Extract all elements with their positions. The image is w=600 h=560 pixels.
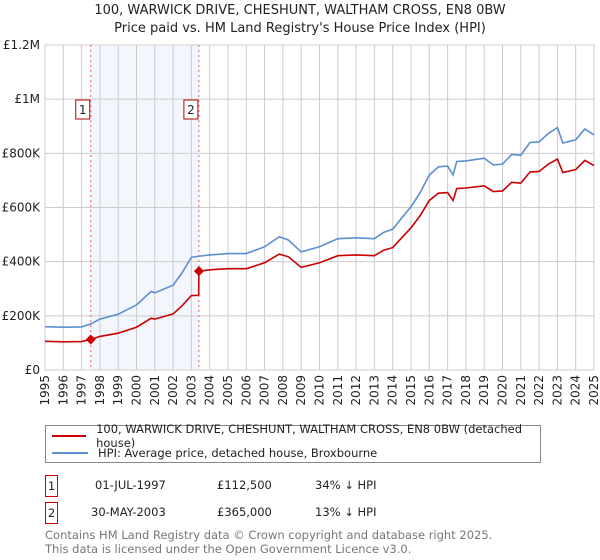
x-tick-label: 2006 [239,375,253,406]
sale-label-box [183,99,199,120]
x-tick-label: 2019 [477,375,491,406]
y-tick-label: £0 [25,363,40,377]
sale-label: 2 [187,103,195,117]
price-chart: 1995 1996 1997 1998 1999 2000 2001 2002 2003 2004… [2,38,600,406]
y-tick-label: £600K [2,201,42,215]
transaction-number: 2 [45,502,58,524]
legend-item-property: 100, WARWICK DRIVE, CHESHUNT, WALTHAM CR… [52,422,540,450]
x-tick-label: 2011 [331,375,345,406]
x-tick-label: 2025 [587,375,600,406]
x-tick-label: 2002 [166,375,180,406]
transaction-hpi-diff: 13% ↓ HPI [315,505,377,519]
x-tick-label: 1997 [75,375,89,406]
x-tick-label: 1999 [111,375,125,406]
sale-point [85,334,96,345]
x-tick-label: 2003 [184,375,198,406]
x-tick-label: 2018 [459,375,473,406]
transaction-hpi-diff: 34% ↓ HPI [315,478,377,492]
y-tick-label: £400K [2,255,42,269]
x-tick-label: 2016 [422,375,436,406]
transaction-date: 01-JUL-1997 [95,478,166,492]
sale-label-box [75,99,91,120]
legend-item-hpi: HPI: Average price, detached house, Brox… [52,445,377,461]
footer: Contains HM Land Registry data © Crown c… [45,528,492,556]
legend-label: HPI: Average price, detached house, Brox… [98,446,378,460]
x-tick-label: 2020 [496,375,510,406]
x-tick-label: 2013 [367,375,381,406]
x-tick-label: 1996 [56,375,70,406]
transaction-date: 30-MAY-2003 [91,505,166,519]
footer-line: Contains HM Land Registry data © Crown c… [45,528,493,542]
property-price-line [44,157,595,343]
x-tick-label: 1995 [38,375,52,406]
x-tick-label: 2023 [550,375,564,406]
x-tick-label: 2005 [221,375,235,406]
transaction-price: £112,500 [217,478,272,492]
x-tick-label: 2024 [569,375,583,406]
x-tick-label: 2000 [130,375,144,406]
chart-subtitle: Price paid vs. HM Land Registry's House … [114,21,486,36]
hpi-line [44,126,595,329]
x-tick-label: 2014 [386,375,400,406]
x-tick-label: 2022 [532,375,546,406]
x-tick-label: 2015 [404,375,418,406]
x-tick-label: 2009 [294,375,308,406]
x-tick-label: 2021 [514,375,528,406]
legend-label: 100, WARWICK DRIVE, CHESHUNT, WALTHAM CR… [96,422,523,450]
chart-title: 100, WARWICK DRIVE, CHESHUNT, WALTHAM CR… [94,3,506,18]
sale-label: 1 [79,103,87,117]
y-tick-label: £200K [2,309,42,323]
x-tick-label: 2010 [313,375,327,406]
y-tick-label: £1M [14,92,40,106]
footer-line: This data is licensed under the Open Gov… [45,542,412,556]
x-tick-label: 2008 [276,375,290,406]
x-tick-label: 2001 [148,375,162,406]
x-tick-label: 1998 [93,375,107,406]
y-tick-label: £1.2M [3,38,40,52]
x-tick-label: 2012 [349,375,363,406]
plot-frame [44,44,595,371]
transaction-number: 1 [45,475,58,497]
sale-point [193,266,204,277]
transaction-price: £365,000 [217,505,272,519]
x-tick-label: 2007 [258,375,272,406]
legend: 100, WARWICK DRIVE, CHESHUNT, WALTHAM CR… [45,422,541,463]
x-tick-label: 2017 [441,375,455,406]
x-tick-label: 2004 [203,375,217,406]
y-tick-label: £800K [2,146,42,160]
